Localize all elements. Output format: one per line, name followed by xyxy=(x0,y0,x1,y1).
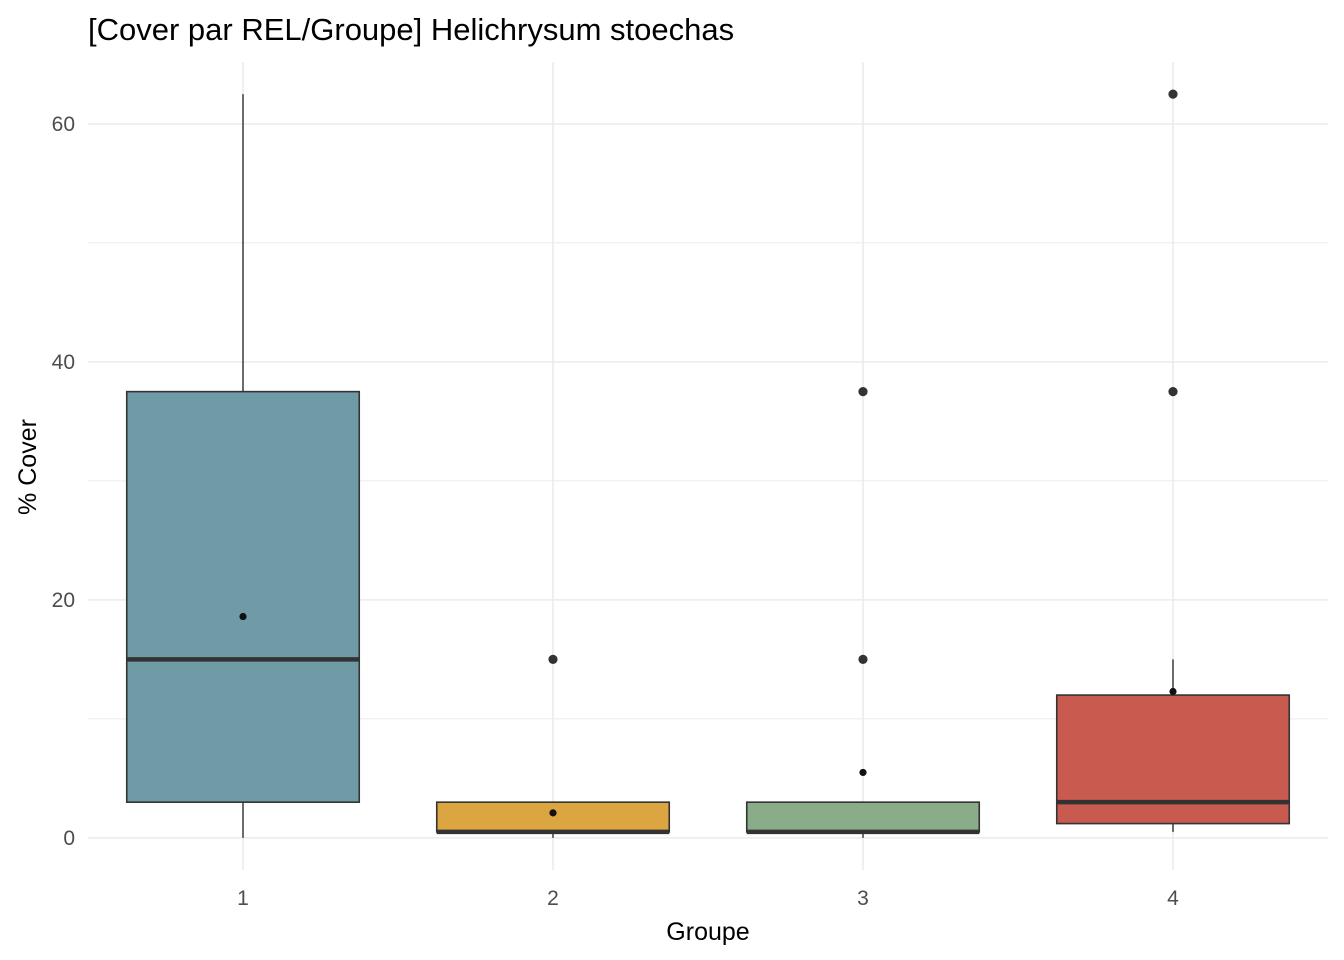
box-group-2 xyxy=(435,654,671,838)
x-axis-title: Groupe xyxy=(666,918,749,946)
x-tick-label: 1 xyxy=(237,887,249,910)
chart-title: [Cover par REL/Groupe] Helichrysum stoec… xyxy=(88,12,734,47)
x-tick-label: 4 xyxy=(1167,887,1179,910)
box xyxy=(125,390,361,803)
outlier-point xyxy=(1168,89,1178,99)
x-tick-labels: 1 2 3 4 xyxy=(237,887,1179,910)
mean-point xyxy=(239,612,247,621)
box xyxy=(435,801,671,833)
x-tick-label: 3 xyxy=(857,887,869,910)
boxes xyxy=(125,89,1291,838)
y-tick-label: 40 xyxy=(52,351,75,374)
mean-point xyxy=(1169,687,1177,696)
y-tick-label: 0 xyxy=(63,827,75,850)
outlier-point xyxy=(1168,387,1178,397)
box-group-3 xyxy=(745,387,981,838)
box-group-1 xyxy=(125,94,361,838)
outlier-point xyxy=(858,387,868,397)
mean-point xyxy=(859,768,867,777)
y-axis-title: % Cover xyxy=(14,419,42,515)
outlier-point xyxy=(548,654,558,664)
y-tick-label: 20 xyxy=(52,589,75,612)
outlier-point xyxy=(858,654,868,664)
box-group-4 xyxy=(1055,89,1291,832)
y-tick-labels: 0 20 40 60 xyxy=(52,113,75,850)
y-tick-label: 60 xyxy=(52,113,75,136)
box xyxy=(745,801,981,833)
mean-point xyxy=(549,809,557,817)
x-tick-label: 2 xyxy=(547,887,559,910)
